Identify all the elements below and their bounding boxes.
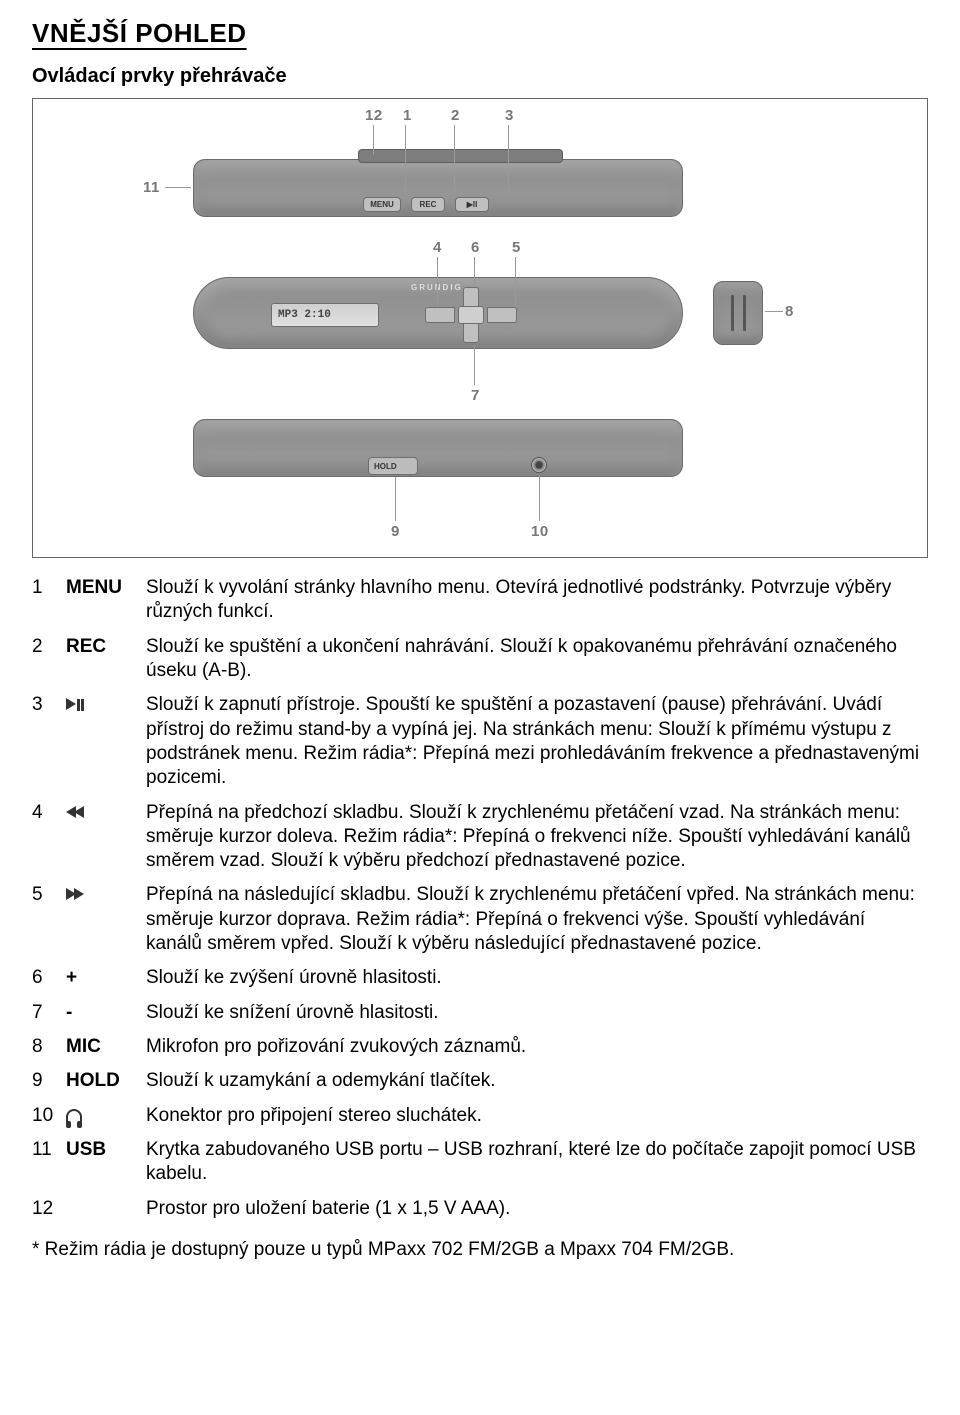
dpad-right [487, 307, 517, 323]
hold-switch: HOLD [368, 457, 418, 475]
row-number: 8 [32, 1031, 66, 1065]
row-key [66, 689, 146, 796]
callout-5: 5 [512, 239, 521, 256]
callout-1: 1 [403, 107, 412, 124]
callout-11: 11 [143, 179, 160, 196]
footnote: * Režim rádia je dostupný pouze u typů M… [32, 1239, 928, 1261]
table-row: 5 Přepíná na následující skladbu. Slouží … [32, 879, 928, 962]
lcd-display: MP3 2:10 [271, 303, 379, 327]
table-row: 10 Konektor pro připojení stereo slucháte… [32, 1100, 928, 1134]
callout-8: 8 [785, 303, 794, 320]
row-description: Slouží ke zvýšení úrovně hlasitosti. [146, 962, 928, 996]
device-diagram: MENU REC ▶II 12 1 2 3 11 MP3 2:10 GRUNDI… [32, 98, 928, 558]
row-key: + [66, 962, 146, 996]
table-row: 2RECSlouží ke spuštění a ukončení nahráv… [32, 631, 928, 690]
callout-3: 3 [505, 107, 514, 124]
row-key: USB [66, 1134, 146, 1193]
row-key [66, 1193, 146, 1227]
row-key [66, 797, 146, 880]
mic-slot [731, 295, 734, 331]
row-description: Slouží ke spuštění a ukončení nahrávání.… [146, 631, 928, 690]
row-number: 9 [32, 1065, 66, 1099]
row-description: Prostor pro uložení baterie (1 x 1,5 V A… [146, 1193, 928, 1227]
table-row: 11USBKrytka zabudovaného USB portu – USB… [32, 1134, 928, 1193]
headphone-jack [531, 457, 547, 473]
row-description: Mikrofon pro pořizování zvukových záznam… [146, 1031, 928, 1065]
battery-lid [358, 149, 563, 163]
controls-table: 1MENUSlouží k vyvolání stránky hlavního … [32, 572, 928, 1227]
row-number: 3 [32, 689, 66, 796]
row-number: 1 [32, 572, 66, 631]
callout-2: 2 [451, 107, 460, 124]
callout-9: 9 [391, 523, 400, 540]
page-title: VNĚJŠÍ POHLED [32, 18, 928, 49]
table-row: 4 Přepíná na předchozí skladbu. Slouží k … [32, 797, 928, 880]
callout-6: 6 [471, 239, 480, 256]
row-description: Slouží k uzamykání a odemykání tlačítek. [146, 1065, 928, 1099]
row-number: 10 [32, 1100, 66, 1134]
play-button: ▶II [455, 197, 489, 212]
row-key: MIC [66, 1031, 146, 1065]
menu-button: MENU [363, 197, 401, 212]
row-description: Konektor pro připojení stereo sluchátek. [146, 1100, 928, 1134]
row-key [66, 1100, 146, 1134]
row-description: Slouží ke snížení úrovně hlasitosti. [146, 997, 928, 1031]
row-description: Krytka zabudovaného USB portu – USB rozh… [146, 1134, 928, 1193]
row-description: Přepíná na následující skladbu. Slouží k… [146, 879, 928, 962]
device-bottom-view [193, 419, 683, 477]
row-number: 6 [32, 962, 66, 996]
table-row: 1MENUSlouží k vyvolání stránky hlavního … [32, 572, 928, 631]
table-row: 9HOLDSlouží k uzamykání a odemykání tlač… [32, 1065, 928, 1099]
table-row: 8MICMikrofon pro pořizování zvukových zá… [32, 1031, 928, 1065]
row-description: Slouží k zapnutí přístroje. Spouští ke s… [146, 689, 928, 796]
table-row: 12 Prostor pro uložení baterie (1 x 1,5 V… [32, 1193, 928, 1227]
row-number: 4 [32, 797, 66, 880]
callout-7: 7 [471, 387, 480, 404]
section-subtitle: Ovládací prvky přehrávače [32, 65, 928, 88]
row-key: REC [66, 631, 146, 690]
dpad-center [458, 306, 484, 324]
row-key [66, 879, 146, 962]
rec-button: REC [411, 197, 445, 212]
row-number: 12 [32, 1193, 66, 1227]
callout-4: 4 [433, 239, 442, 256]
row-description: Přepíná na předchozí skladbu. Slouží k z… [146, 797, 928, 880]
dpad-left [425, 307, 455, 323]
table-row: 6+Slouží ke zvýšení úrovně hlasitosti. [32, 962, 928, 996]
row-description: Slouží k vyvolání stránky hlavního menu.… [146, 572, 928, 631]
end-cap [713, 281, 763, 345]
row-number: 11 [32, 1134, 66, 1193]
callout-12: 12 [365, 107, 383, 124]
row-key: - [66, 997, 146, 1031]
row-key: MENU [66, 572, 146, 631]
mic-slot-2 [743, 295, 746, 331]
table-row: 7-Slouží ke snížení úrovně hlasitosti. [32, 997, 928, 1031]
row-number: 7 [32, 997, 66, 1031]
callout-10: 10 [531, 523, 549, 540]
table-row: 3 Slouží k zapnutí přístroje. Spouští ke … [32, 689, 928, 796]
row-key: HOLD [66, 1065, 146, 1099]
row-number: 2 [32, 631, 66, 690]
row-number: 5 [32, 879, 66, 962]
